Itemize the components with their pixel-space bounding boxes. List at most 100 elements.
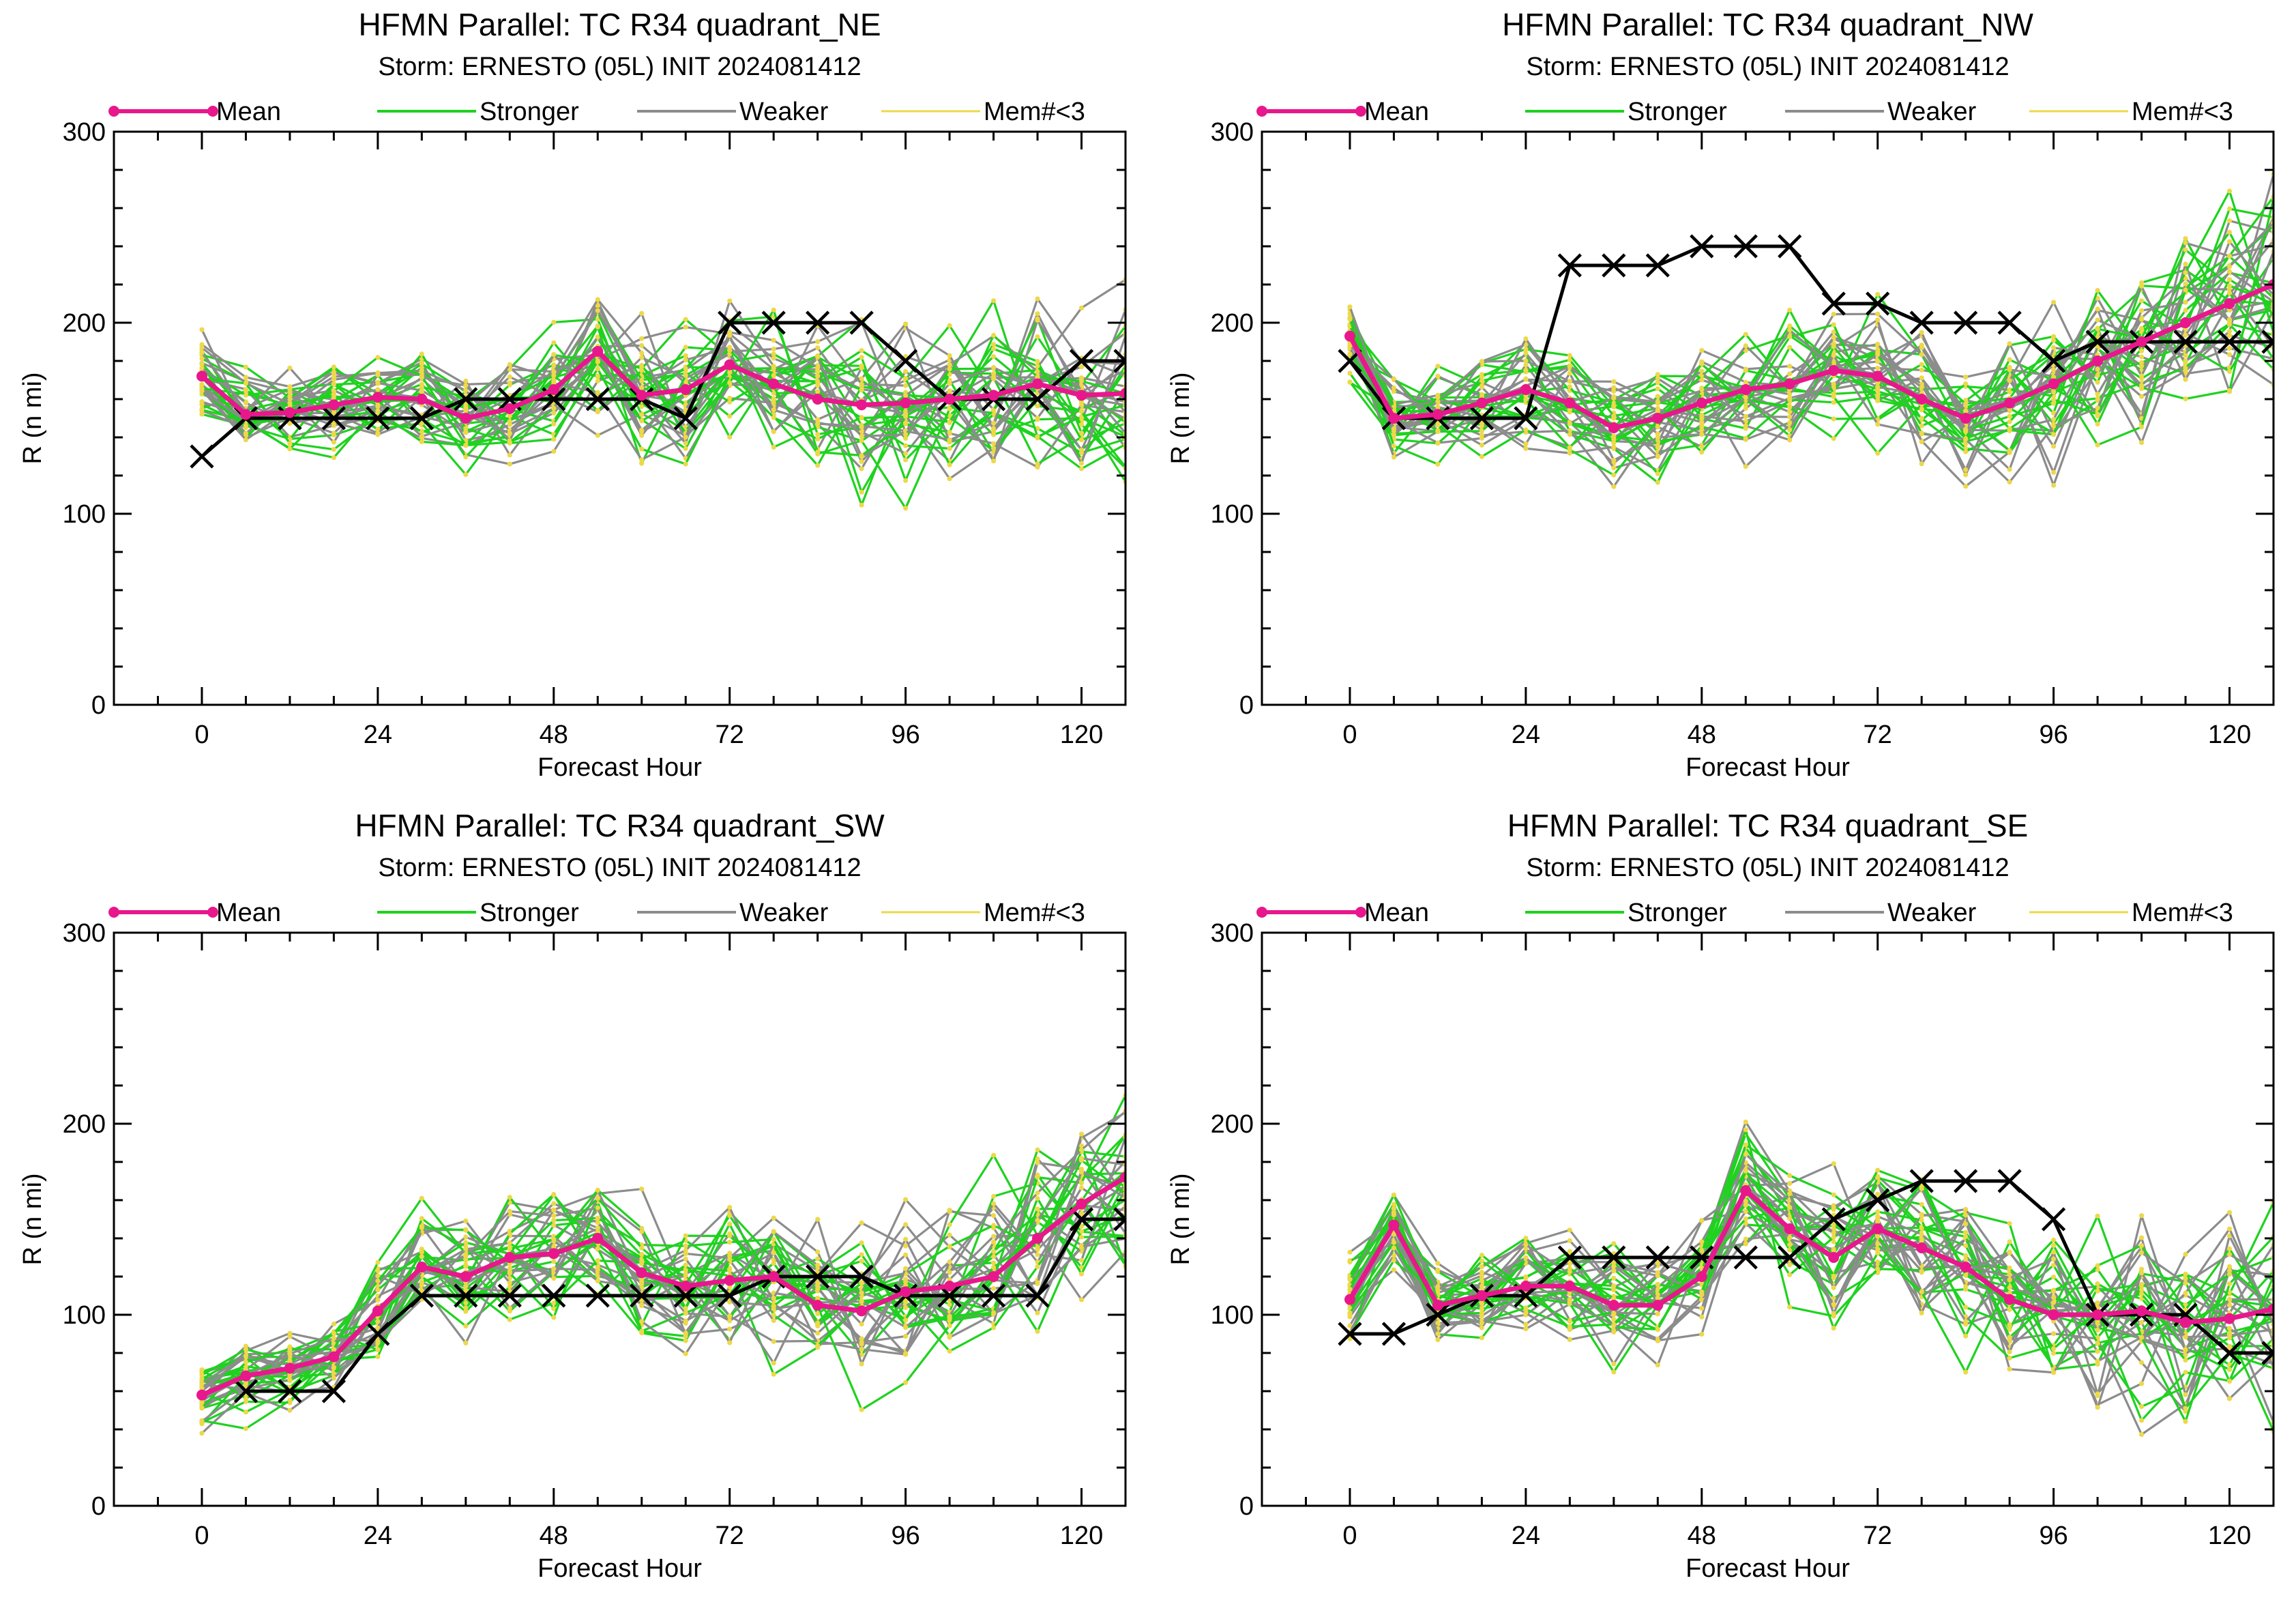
ensemble-member-point	[1963, 426, 1969, 432]
ensemble-member-point	[375, 370, 381, 376]
ensemble-member-line	[201, 329, 1125, 442]
mean-point	[1564, 1281, 1576, 1292]
ensemble-member-point	[2095, 295, 2100, 301]
ensemble-member-line	[1349, 1190, 2273, 1371]
ensemble-member-point	[859, 423, 864, 429]
ensemble-member-point	[1567, 1324, 1572, 1329]
ensemble-member-point	[2183, 366, 2188, 371]
y-tick-label: 300	[63, 919, 106, 948]
ensemble-member-point	[199, 388, 205, 394]
ensemble-member-point	[507, 1280, 512, 1285]
ensemble-member-point	[771, 1257, 776, 1262]
ensemble-member-point	[463, 1219, 469, 1224]
ensemble-member-point	[683, 358, 688, 363]
mean-line	[1347, 282, 2273, 431]
best-track-marker-stroke	[1025, 387, 1050, 411]
ensemble-member-point	[1919, 1202, 1924, 1207]
ensemble-member-point	[859, 365, 864, 370]
ensemble-member-point	[287, 441, 293, 446]
ensemble-member-line	[1349, 240, 2273, 444]
ensemble-member-point	[243, 364, 248, 370]
ensemble-member-point	[1567, 450, 1572, 456]
ensemble-member-point	[2007, 448, 2012, 453]
best-track-marker-stroke	[1338, 1322, 1362, 1346]
ensemble-member-point	[2095, 392, 2100, 397]
ensemble-member-point	[2007, 1239, 2012, 1244]
y-tick-label: 100	[1211, 500, 1254, 529]
ensemble-member-point	[2226, 333, 2233, 338]
ensemble-member-point	[551, 1315, 557, 1320]
ensemble-member-point	[1391, 443, 1396, 449]
ensemble-member-line	[1349, 1161, 2273, 1396]
ensemble-member-point	[727, 298, 733, 304]
legend-label-small: Mem#<3	[2132, 899, 2233, 927]
ensemble-member-point	[947, 1209, 952, 1214]
ensemble-member-point	[507, 1317, 512, 1322]
mean-point	[1388, 413, 1400, 424]
ensemble-member-point	[2095, 1213, 2100, 1219]
ensemble-member-point	[1963, 437, 1969, 442]
ensemble-member-point	[1919, 439, 1924, 445]
ensemble-member-point	[1078, 466, 1085, 471]
best-track-marker	[1690, 234, 1714, 259]
ensemble-member-point	[2139, 354, 2145, 360]
best-track-marker-stroke	[497, 387, 522, 411]
ensemble-member-point	[683, 1268, 688, 1273]
ensemble-member-point	[2051, 388, 2057, 394]
best-track-marker-stroke	[630, 1283, 654, 1308]
ensemble-member-point	[815, 345, 821, 351]
mean-point	[900, 397, 911, 409]
mean-point	[856, 1305, 868, 1317]
ensemble-member-point	[815, 354, 821, 360]
ensemble-member-point	[1479, 1301, 1484, 1307]
ensemble-member-point	[375, 1347, 381, 1352]
ensemble-member-point	[1743, 395, 1748, 400]
mean-point	[2136, 336, 2147, 347]
mean-point	[1916, 1242, 1928, 1253]
ensemble-member-point	[947, 1302, 952, 1307]
best-track-marker	[630, 1283, 654, 1308]
ensemble-member-point	[2139, 325, 2145, 331]
ensemble-member-point	[727, 1253, 733, 1259]
ensemble-member-point	[419, 420, 424, 426]
mean-point	[592, 346, 604, 357]
ensemble-member-point	[771, 366, 776, 371]
ensemble-member-point	[1078, 448, 1085, 453]
ensemble-member-point	[1831, 400, 1836, 405]
best-track-marker	[1821, 291, 1846, 316]
ensemble-member-point	[1611, 444, 1617, 450]
ensemble-member-point	[551, 369, 557, 375]
ensemble-member-point	[2226, 352, 2233, 358]
mean-point	[1740, 384, 1752, 395]
ensemble-member-point	[199, 407, 205, 413]
ensemble-member-point	[771, 351, 776, 357]
ensemble-member-point	[1655, 431, 1660, 437]
ensemble-member-point	[1963, 1206, 1969, 1212]
ensemble-member-point	[2139, 1270, 2145, 1276]
ensemble-member-point	[683, 1256, 688, 1262]
ensemble-member-point	[1611, 1287, 1617, 1293]
ensemble-member-point	[1611, 465, 1617, 471]
ensemble-member-point	[243, 1380, 248, 1386]
ensemble-member-point	[2226, 1210, 2233, 1215]
ensemble-member-point	[1831, 1192, 1836, 1197]
ensemble-member-point	[639, 1245, 645, 1251]
best-track-marker-stroke	[1025, 1283, 1050, 1308]
ensemble-member-point	[639, 418, 645, 424]
ensemble-member-point	[331, 433, 336, 438]
ensemble-member-point	[1699, 413, 1705, 419]
mean-point	[1432, 1300, 1443, 1311]
ensemble-member-point	[815, 1249, 821, 1255]
ensemble-member-point	[1391, 1267, 1396, 1272]
best-track-marker	[718, 310, 742, 335]
ensemble-member-point	[2183, 236, 2188, 242]
ensemble-member-point	[947, 1232, 952, 1238]
ensemble-member-point	[2051, 1249, 2057, 1255]
y-tick-label: 200	[63, 1110, 106, 1139]
ensemble-member-point	[287, 1397, 293, 1403]
mean-point	[812, 394, 823, 405]
ensemble-member-point	[287, 446, 293, 452]
ensemble-member-point	[1567, 364, 1572, 369]
mean-point	[2004, 397, 2016, 409]
